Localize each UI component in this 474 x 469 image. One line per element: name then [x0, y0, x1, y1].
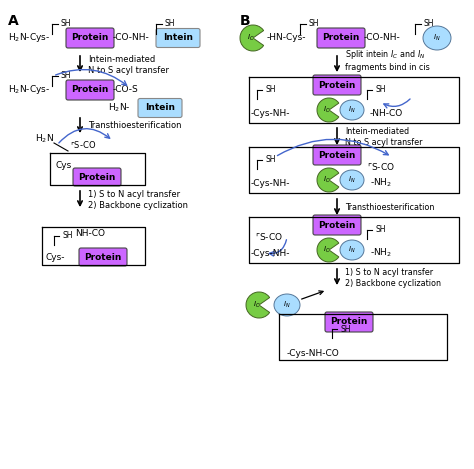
Text: SH: SH: [265, 156, 276, 165]
Text: $\mathsf{H_2}$N-Cys-: $\mathsf{H_2}$N-Cys-: [8, 31, 50, 45]
Text: Split intein $I_C$ and $I_N$
fragments bind in cis: Split intein $I_C$ and $I_N$ fragments b…: [345, 48, 430, 72]
FancyBboxPatch shape: [313, 75, 361, 95]
Text: Protein: Protein: [71, 85, 109, 94]
Text: -NH$_2$: -NH$_2$: [370, 177, 392, 189]
Text: $\mathsf{\ulcorner}$S-CO: $\mathsf{\ulcorner}$S-CO: [70, 139, 96, 151]
FancyBboxPatch shape: [73, 168, 121, 186]
Text: $I_C$: $I_C$: [323, 245, 331, 255]
Text: $I_N$: $I_N$: [283, 300, 291, 310]
Text: SH: SH: [61, 20, 72, 29]
Text: $\mathsf{H_2}$N-Cys-: $\mathsf{H_2}$N-Cys-: [8, 83, 50, 97]
Text: SH: SH: [424, 20, 435, 29]
Wedge shape: [246, 292, 270, 318]
Text: Protein: Protein: [322, 33, 360, 43]
Text: Transthioesterification: Transthioesterification: [88, 121, 182, 130]
Text: SH: SH: [309, 20, 319, 29]
Text: $\mathsf{\ulcorner}$S-CO: $\mathsf{\ulcorner}$S-CO: [367, 161, 395, 173]
Wedge shape: [240, 25, 264, 51]
FancyBboxPatch shape: [66, 28, 114, 48]
Text: $\mathsf{\ulcorner}$S-CO: $\mathsf{\ulcorner}$S-CO: [255, 232, 283, 242]
Text: Protein: Protein: [78, 173, 116, 182]
Ellipse shape: [340, 100, 364, 120]
FancyBboxPatch shape: [138, 98, 182, 118]
Text: SH: SH: [375, 226, 386, 234]
Text: -Cys-NH-: -Cys-NH-: [251, 108, 291, 118]
Text: Protein: Protein: [71, 33, 109, 43]
Text: 1) S to N acyl transfer
2) Backbone cyclization: 1) S to N acyl transfer 2) Backbone cycl…: [345, 268, 441, 287]
Text: -CO-NH-: -CO-NH-: [113, 33, 150, 43]
Text: Protein: Protein: [319, 220, 356, 229]
Text: SH: SH: [165, 20, 175, 29]
Text: Protein: Protein: [319, 81, 356, 90]
Ellipse shape: [340, 240, 364, 260]
Text: -HN-Cys-: -HN-Cys-: [267, 33, 307, 43]
Text: SH: SH: [63, 232, 73, 241]
Wedge shape: [317, 168, 339, 192]
FancyBboxPatch shape: [317, 28, 365, 48]
FancyBboxPatch shape: [325, 312, 373, 332]
FancyBboxPatch shape: [156, 29, 200, 47]
Text: -NH$_2$: -NH$_2$: [370, 247, 392, 259]
Text: $\mathsf{H_2}$N-: $\mathsf{H_2}$N-: [108, 102, 131, 114]
Text: Transthioesterification: Transthioesterification: [345, 203, 434, 212]
Text: SH: SH: [265, 85, 276, 94]
Text: SH: SH: [61, 71, 72, 81]
Text: $I_N$: $I_N$: [433, 33, 441, 43]
Text: $I_C$: $I_C$: [253, 300, 261, 310]
Text: NH-CO: NH-CO: [75, 228, 105, 237]
FancyBboxPatch shape: [313, 145, 361, 165]
Text: Intein: Intein: [145, 104, 175, 113]
Text: B: B: [240, 14, 251, 28]
Text: Protein: Protein: [319, 151, 356, 159]
Text: $I_N$: $I_N$: [348, 245, 356, 255]
Wedge shape: [317, 238, 339, 262]
Ellipse shape: [423, 26, 451, 50]
Ellipse shape: [274, 294, 300, 316]
Text: $I_C$: $I_C$: [323, 105, 331, 115]
Text: Protein: Protein: [330, 318, 368, 326]
Ellipse shape: [340, 170, 364, 190]
FancyBboxPatch shape: [313, 215, 361, 235]
FancyBboxPatch shape: [79, 248, 127, 266]
Text: Cys-: Cys-: [46, 252, 65, 262]
Text: -Cys-NH-: -Cys-NH-: [251, 249, 291, 257]
Text: $I_C$: $I_C$: [323, 175, 331, 185]
Text: -Cys-NH-: -Cys-NH-: [251, 179, 291, 188]
Text: $I_C$: $I_C$: [247, 33, 255, 43]
Text: -CO-S: -CO-S: [113, 85, 139, 94]
Text: SH: SH: [375, 85, 386, 94]
Wedge shape: [317, 98, 339, 122]
Text: Protein: Protein: [84, 252, 122, 262]
Text: Intein-mediated
N to S acyl transfer: Intein-mediated N to S acyl transfer: [345, 127, 422, 147]
Text: $I_N$: $I_N$: [348, 105, 356, 115]
Text: Intein-mediated
N to S acyl transfer: Intein-mediated N to S acyl transfer: [88, 55, 169, 75]
Text: -NH-CO: -NH-CO: [370, 108, 403, 118]
Text: SH: SH: [340, 325, 351, 333]
Text: -CO-NH-: -CO-NH-: [364, 33, 401, 43]
Text: $\mathsf{H_2}$N: $\mathsf{H_2}$N: [35, 133, 54, 145]
Text: Cys: Cys: [56, 160, 72, 169]
Text: $I_N$: $I_N$: [348, 175, 356, 185]
Text: Intein: Intein: [163, 33, 193, 43]
FancyBboxPatch shape: [66, 80, 114, 100]
Text: -Cys-NH-CO: -Cys-NH-CO: [287, 348, 340, 357]
Text: A: A: [8, 14, 19, 28]
Text: 1) S to N acyl transfer
2) Backbone cyclization: 1) S to N acyl transfer 2) Backbone cycl…: [88, 190, 188, 210]
